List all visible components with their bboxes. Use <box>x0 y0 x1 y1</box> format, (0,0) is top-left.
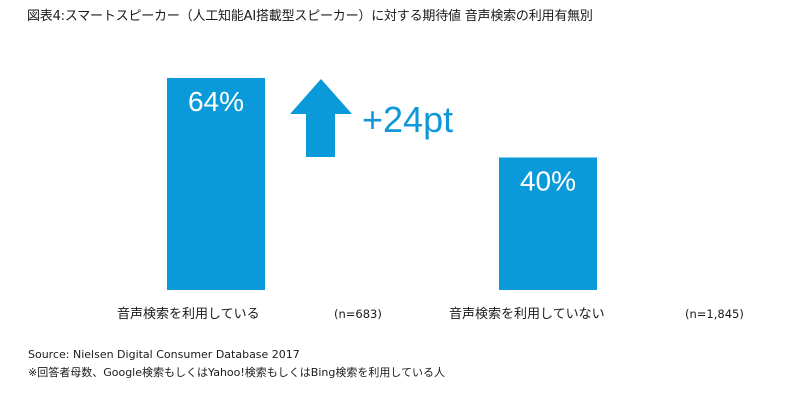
bars-group: 64% 音声検索を利用している (n=683) 40% 音声検索を利用していない (n=1… <box>117 77 744 322</box>
footnote-text: ※回答者母数、Google検索もしくはYahoo!検索もしくはBing検索を利用… <box>28 366 446 379</box>
source-text: Source: Nielsen Digital Consumer Databas… <box>28 348 300 361</box>
up-arrow-icon <box>290 79 352 157</box>
bar-2 <box>499 157 597 290</box>
bar-value-label-2: 40% <box>520 165 576 196</box>
bar-value-label-1: 64% <box>188 86 244 117</box>
sample-size-label-1: (n=683) <box>334 307 382 321</box>
category-label-2: 音声検索を利用していない <box>449 306 605 322</box>
increase-annotation: +24pt <box>290 79 453 157</box>
category-label-1: 音声検索を利用している <box>117 306 260 322</box>
bar-1 <box>167 77 265 290</box>
sample-size-label-2: (n=1,845) <box>685 307 744 321</box>
delta-label: +24pt <box>362 99 453 140</box>
chart-title: 図表4:スマートスピーカー（人工知能AI搭載型スピーカー）に対する期待値 音声検… <box>27 9 593 24</box>
